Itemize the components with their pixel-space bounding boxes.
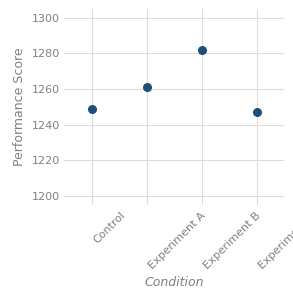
Point [90,106,94,111]
Y-axis label: Performance Score: Performance Score [13,48,26,166]
Point [200,47,204,52]
X-axis label: Condition: Condition [144,276,204,289]
Point [144,85,149,90]
Point [254,110,259,115]
